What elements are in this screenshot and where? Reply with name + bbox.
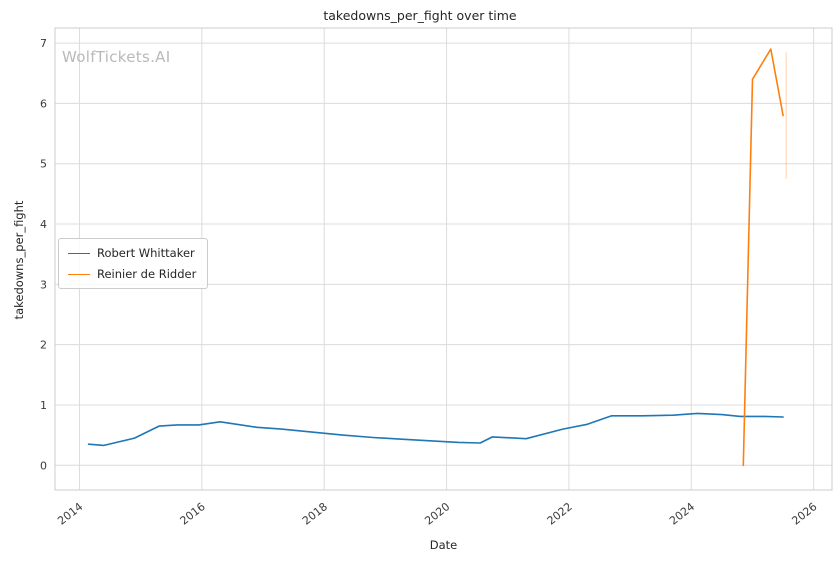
- svg-text:2014: 2014: [55, 500, 85, 527]
- svg-text:0: 0: [40, 459, 47, 472]
- svg-text:1: 1: [40, 399, 47, 412]
- svg-text:2020: 2020: [422, 500, 452, 527]
- x-axis-label: Date: [429, 538, 458, 552]
- grid-lines: [55, 28, 832, 490]
- svg-text:4: 4: [40, 218, 47, 231]
- svg-text:5: 5: [40, 158, 47, 171]
- svg-text:2022: 2022: [545, 500, 575, 527]
- svg-text:7: 7: [40, 37, 47, 50]
- svg-text:2026: 2026: [789, 500, 819, 527]
- legend-label-robert-whittaker: Robert Whittaker: [97, 246, 195, 260]
- svg-text:6: 6: [40, 97, 47, 110]
- svg-text:2: 2: [40, 339, 47, 352]
- plot-border: [54, 27, 833, 491]
- legend-line-swatch-blue: [68, 252, 90, 254]
- svg-text:2024: 2024: [667, 500, 697, 527]
- legend-label-reinier-de-ridder: Reinier de Ridder: [97, 267, 197, 281]
- svg-text:2018: 2018: [300, 500, 330, 527]
- svg-text:3: 3: [40, 278, 47, 291]
- series-lines: [87, 48, 787, 467]
- legend-line-swatch-orange: [68, 273, 90, 275]
- legend: Robert Whittaker Reinier de Ridder: [58, 238, 209, 289]
- chart-title: takedowns_per_fight over time: [323, 8, 517, 23]
- watermark: WolfTickets.AI: [62, 48, 171, 66]
- legend-item-reinier-de-ridder: Reinier de Ridder: [68, 267, 196, 281]
- y-axis-label: takedowns_per_fight: [12, 200, 26, 320]
- svg-text:2016: 2016: [178, 500, 208, 527]
- legend-item-robert-whittaker: Robert Whittaker: [68, 246, 196, 260]
